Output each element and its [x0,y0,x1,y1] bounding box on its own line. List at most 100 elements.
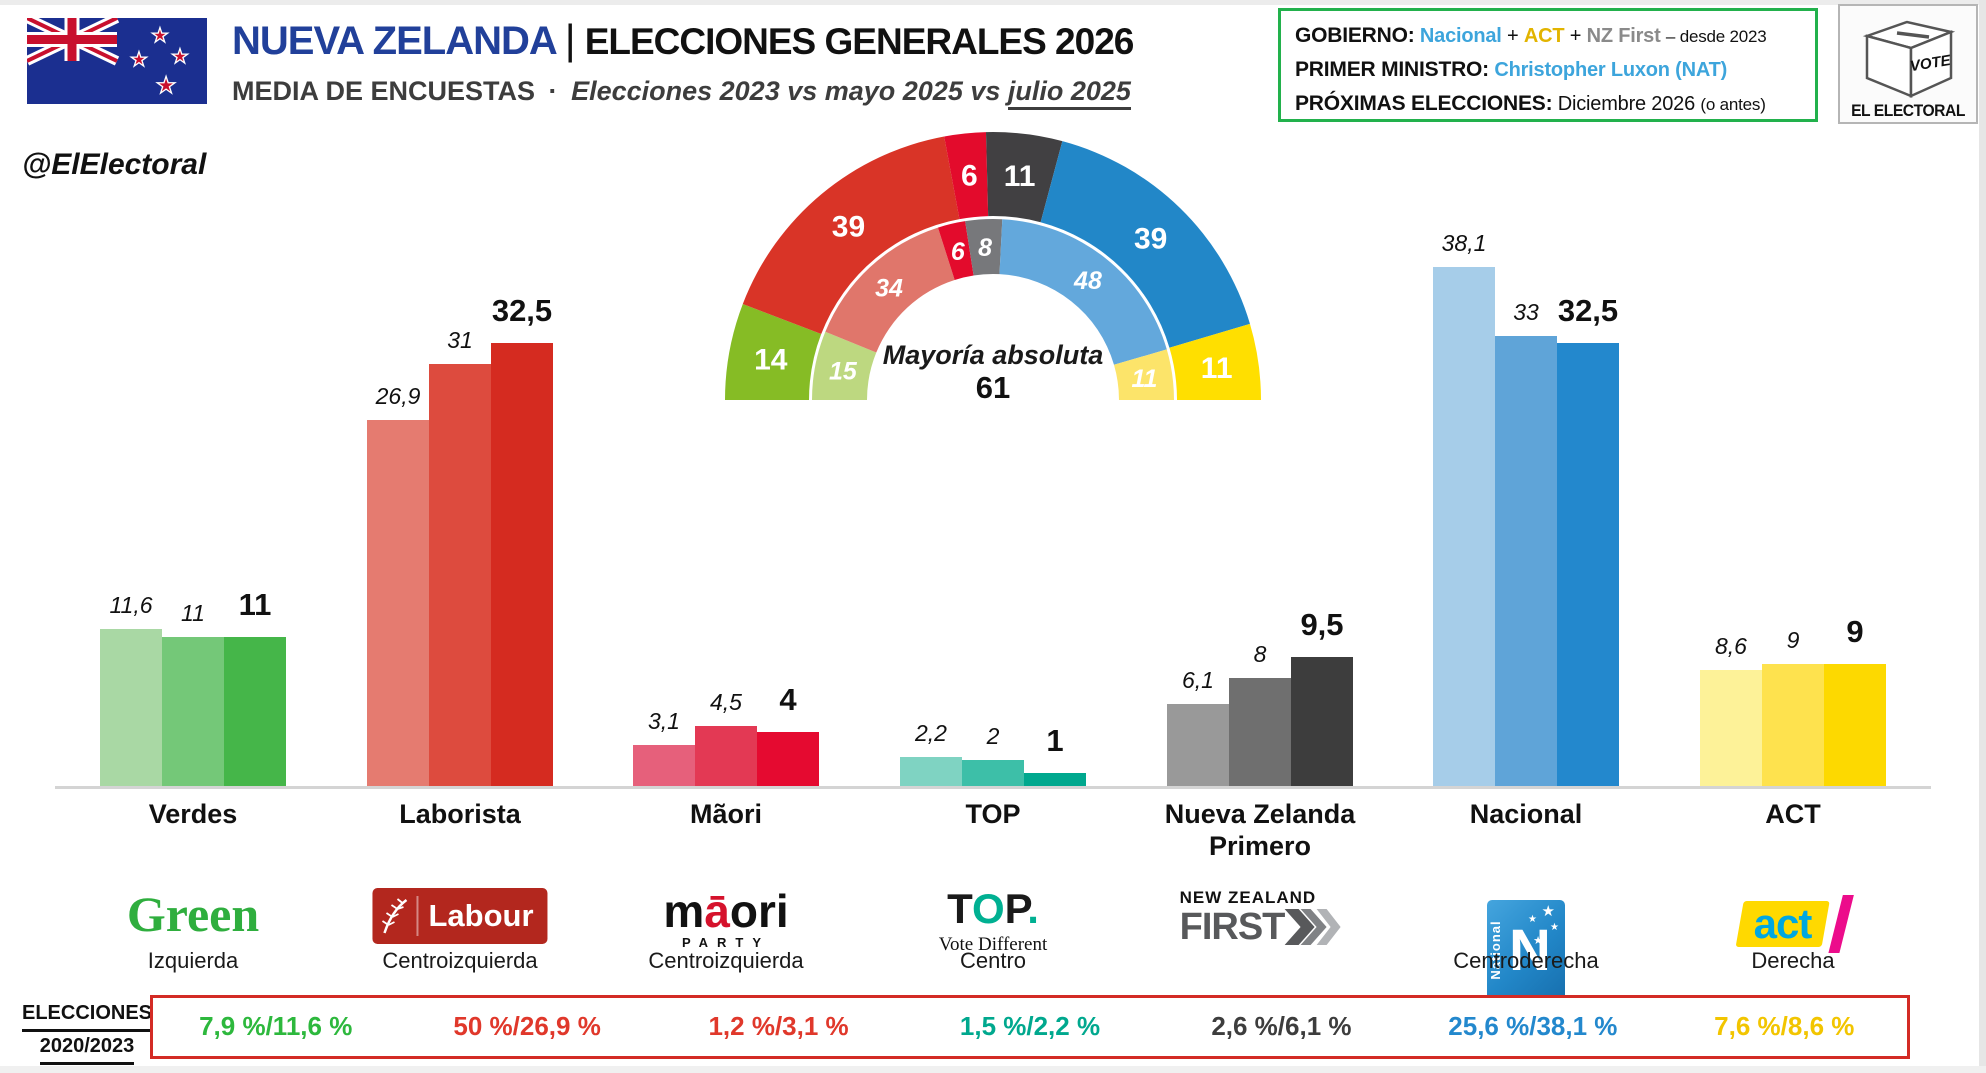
results-box [150,995,1910,1059]
results-label-line2: 2020/2023 [39,1032,135,1065]
bar-Laborista-mayo 2025 [429,364,491,787]
hemicycle-seats-label: 8 [978,234,992,262]
bar-value-label: 38,1 [1441,230,1487,256]
bar-Nueva Zelanda-mayo 2025 [1229,678,1291,787]
hemicycle-segment-NZ First [965,219,1003,276]
bar-TOP-julio 2025 [1024,773,1086,787]
next-election-note: (o antes) [1700,95,1766,114]
maori-rest: ori [729,885,789,937]
maori-m: m [663,885,705,937]
hemicycle-segment-NZ First [985,132,1063,223]
result-2020-2023: 7,6 %/8,6 % [1714,1011,1855,1041]
pm-label: PRIMER MINISTRO: [1295,58,1489,81]
labour-logo-box: Labour [372,888,548,944]
bar-value-label: 4 [779,682,797,717]
chevrons-icon [1284,909,1341,945]
bar-ACT-Elecciones 2023 [1700,670,1762,787]
bar-Mãori-Elecciones 2023 [633,745,695,787]
ideology-label: Centroizquierda [382,948,538,973]
maori-logo-text: māori [663,888,788,934]
hemicycle-seats-label: 6 [961,160,978,193]
star-icon: ★ [1533,935,1543,947]
bar-value-label: 2 [986,723,1000,749]
government-since: – desde 2023 [1665,27,1767,46]
maori-koru-a: ā [704,885,730,937]
majority-value: 61 [976,370,1010,405]
nzfirst-logo-line2: FIRST [1180,908,1341,946]
government-info-box: GOBIERNO: Nacional + ACT + NZ First – de… [1278,8,1818,122]
bar-value-label: 3,1 [648,708,680,734]
ideology-label: Derecha [1751,948,1835,973]
title-country: NUEVA ZELANDA [232,19,558,63]
bar-Mãori-mayo 2025 [695,726,757,787]
union-jack [27,18,120,66]
subtitle-compare: Elecciones 2023 vs mayo 2025 vs [571,76,1001,106]
results-label-line1: ELECCIONES [22,999,153,1032]
top-p: P [1004,885,1028,932]
bar-value-label: 2,2 [915,720,947,746]
hemicycle-segment-Verdes [812,331,877,400]
bar-value-label: 6,1 [1182,667,1214,693]
pm-name: Christopher Luxon (NAT) [1494,59,1728,81]
hemicycle-segment-Laborista [742,136,960,335]
top-t: T [947,885,972,932]
national-logo-box: National N ★ ★ ★ ★ [1487,900,1565,1000]
star-icon: ★ [1550,922,1559,933]
plus-sign: + [1507,25,1519,47]
ideology-label: Centroderecha [1453,948,1599,973]
bar-Nacional-julio 2025 [1557,343,1619,787]
bar-Nacional-Elecciones 2023 [1433,267,1495,787]
vote-label: VOTE [1909,52,1953,75]
next-election-line: PRÓXIMAS ELECCIONES: Diciembre 2026 (o a… [1295,87,1801,121]
bar-Nacional-mayo 2025 [1495,336,1557,787]
bar-value-label: 32,5 [491,293,553,328]
hemicycle-segment-ACT [1169,323,1261,400]
hemicycle-seats-label: 39 [832,211,865,244]
nzfirst-first-word: FIRST [1179,906,1286,948]
hemicycle-segment-Nacional [999,219,1167,365]
bar-value-label: 4,5 [710,689,742,715]
nzfirst-party-logo: NEW ZEALAND FIRST [1180,888,1341,946]
result-2020-2023: 50 %/26,9 % [453,1011,601,1041]
bar-TOP-mayo 2025 [962,760,1024,787]
plus-sign: + [1569,25,1582,47]
bar-Laborista-Elecciones 2023 [367,420,429,787]
party-name-ACT: ACT [1765,799,1821,829]
bar-value-label: 9 [1786,627,1800,653]
bar-value-label: 32,5 [1557,293,1619,328]
maori-party-word: PARTY [681,935,771,950]
bar-Mãori-julio 2025 [757,732,819,787]
hemicycle-seats-label: 11 [1201,352,1233,385]
hemicycle-segment-Nacional [1040,141,1250,348]
bar-value-label: 26,9 [375,383,421,409]
southern-cross-stars: ★ ★ ★ ★ [129,22,189,99]
party-name-Laborista: Laborista [399,799,521,829]
subtitle-current-month: julio 2025 [1007,76,1131,110]
labour-party-logo: Labour [372,888,548,944]
act-slash-icon [1828,895,1854,953]
government-line: GOBIERNO: Nacional + ACT + NZ First – de… [1295,19,1801,53]
ideology-label: Izquierda [147,948,239,973]
subtitle-label: MEDIA DE ENCUESTAS [232,76,536,106]
majority-label: Mayoría absoluta [883,340,1104,370]
government-party-act: ACT [1523,25,1565,47]
labour-logo-divider [416,896,419,936]
hemicycle-segment-Mãori [937,221,974,280]
top-party-logo: TOP. Vote Different [939,888,1048,956]
bar-value-label: 31 [447,327,473,353]
bar-Verdes-julio 2025 [224,637,286,787]
hemicycle-segment-ACT [1113,349,1174,400]
elections-results-label: ELECCIONES 2020/2023 [22,999,153,1065]
svg-text:★: ★ [130,47,148,71]
social-handle: @ElElectoral [22,148,207,181]
bar-Laborista-julio 2025 [491,343,553,787]
subtitle-separator: · [548,76,558,106]
bar-ACT-julio 2025 [1824,664,1886,787]
fern-icon [381,898,408,934]
ideology-label: Centroizquierda [648,948,804,973]
government-party-nzfirst: NZ First [1586,25,1661,47]
svg-text:★: ★ [171,44,189,68]
act-logo-text: act [1753,900,1812,947]
header-title-block: NUEVA ZELANDA | ELECCIONES GENERALES 2026 … [232,16,1134,110]
